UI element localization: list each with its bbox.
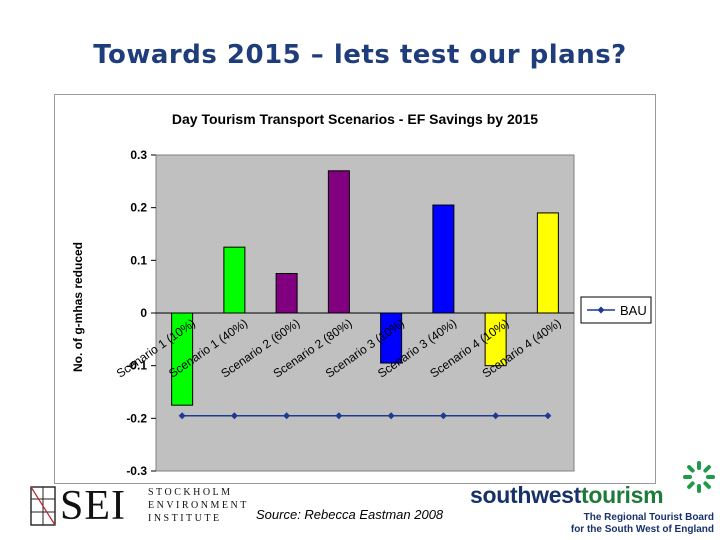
sei-line-3: INSTITUTE [148, 513, 222, 524]
swt-name: southwesttourism [470, 482, 664, 509]
swt-tagline-1: The Regional Tourist Board [583, 512, 714, 523]
chart-title: Day Tourism Transport Scenarios - EF Sav… [172, 111, 538, 127]
bar [223, 246, 246, 314]
y-tick-label: 0.2 [130, 201, 147, 215]
bar [536, 212, 559, 314]
bar [484, 312, 507, 367]
sei-line-2: ENVIRONMENT [148, 500, 249, 511]
y-axis-label: No. of g-mhas reduced [71, 242, 85, 372]
bau-point [492, 412, 500, 420]
y-tick-label: 0 [140, 306, 147, 320]
bau-point [335, 412, 343, 420]
southwest-tourism-logo: southwesttourism The Regional Tourist Bo… [468, 460, 718, 540]
y-tick-label: -0.2 [126, 411, 147, 425]
bau-point [283, 412, 291, 420]
sei-logo: SEI STOCKHOLM ENVIRONMENT INSTITUTE [30, 484, 270, 530]
bar [380, 312, 403, 364]
bau-point [439, 412, 447, 420]
sei-letters-text: SEI [60, 483, 126, 529]
bau-point [230, 412, 238, 420]
bau-point [387, 412, 395, 420]
bar-chart: Day Tourism Transport Scenarios - EF Sav… [71, 111, 652, 478]
swt-tagline: The Regional Tourist Board for the South… [524, 512, 714, 536]
swt-name-part1: southwest [470, 482, 582, 508]
swt-name-part2: tourism [581, 482, 664, 508]
bau-point [178, 412, 186, 420]
slide-title: Towards 2015 – lets test our plans? [93, 40, 627, 70]
chart-frame: Day Tourism Transport Scenarios - EF Sav… [54, 94, 656, 484]
sei-line-1: STOCKHOLM [148, 487, 233, 498]
y-tick-label: 0.1 [130, 253, 147, 267]
legend-label: BAU [620, 303, 647, 318]
y-tick-label: -0.1 [126, 359, 147, 373]
star-burst-icon [683, 461, 715, 493]
y-tick-label: 0.3 [130, 148, 147, 162]
source-credit: Source: Rebecca Eastman 2008 [256, 507, 444, 522]
swt-tagline-2: for the South West of England [570, 524, 714, 535]
bau-point [544, 412, 552, 420]
sei-emblem-icon [30, 486, 56, 526]
sei-institute-name: STOCKHOLM ENVIRONMENT INSTITUTE [148, 486, 249, 525]
bar [275, 273, 298, 314]
bar [432, 204, 455, 314]
legend-marker [597, 306, 605, 314]
bar [171, 312, 194, 406]
y-tick-label: -0.3 [126, 464, 147, 478]
bar [327, 170, 350, 314]
sei-letters: SEI [60, 484, 126, 528]
